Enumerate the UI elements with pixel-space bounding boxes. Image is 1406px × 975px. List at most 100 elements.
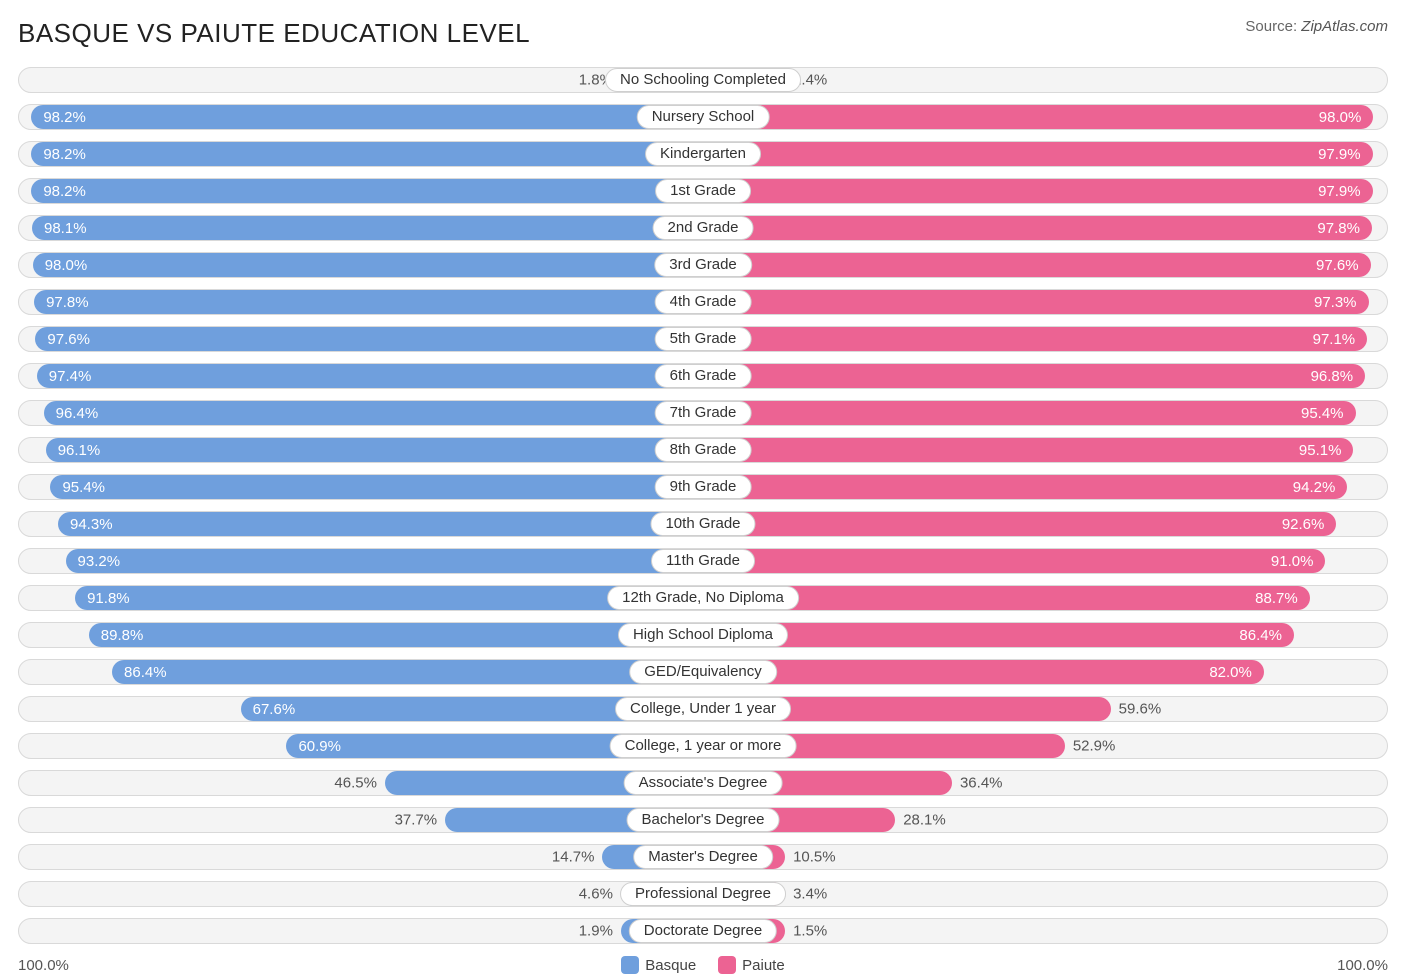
bar-right: 92.6% (703, 512, 1336, 536)
legend: Basque Paiute (621, 956, 784, 974)
source-label: Source: (1245, 18, 1297, 35)
source-credit: Source: ZipAtlas.com (1245, 18, 1388, 35)
category-label: 1st Grade (655, 179, 751, 203)
bar-left: 86.4% (112, 660, 703, 684)
bar-right: 86.4% (703, 623, 1294, 647)
chart-row: 86.4% 82.0% GED/Equivalency (18, 659, 1388, 685)
row-left-half: 94.3% (19, 512, 703, 536)
row-right-half: 10.5% (703, 845, 1387, 869)
category-label: Kindergarten (645, 142, 761, 166)
bar-left-value: 46.5% (334, 775, 377, 792)
chart-container: BASQUE VS PAIUTE EDUCATION LEVEL Source:… (0, 0, 1406, 975)
bar-left-value: 14.7% (552, 849, 595, 866)
category-label: College, Under 1 year (615, 697, 791, 721)
chart-row: 95.4% 94.2% 9th Grade (18, 474, 1388, 500)
axis-right-max: 100.0% (1337, 957, 1388, 974)
chart-row: 97.8%97.3%4th Grade (18, 289, 1388, 315)
legend-swatch-right (718, 956, 736, 974)
header: BASQUE VS PAIUTE EDUCATION LEVEL Source:… (18, 18, 1388, 49)
bar-left-value: 94.3% (58, 516, 125, 533)
bar-right: 97.9% (703, 142, 1373, 166)
bar-left: 98.2% (31, 105, 703, 129)
category-label: GED/Equivalency (629, 660, 777, 684)
bar-left-value: 1.9% (579, 923, 613, 940)
chart-row: 98.2% 98.0% Nursery School (18, 104, 1388, 130)
category-label: 11th Grade (651, 549, 755, 573)
category-label: Professional Degree (620, 882, 786, 906)
category-label: 8th Grade (655, 438, 752, 462)
bar-right-value: 95.1% (1287, 442, 1354, 459)
bar-right-value: 3.4% (793, 886, 827, 903)
category-label: 2nd Grade (653, 216, 754, 240)
chart-row: 37.7%28.1%Bachelor's Degree (18, 807, 1388, 833)
bar-left: 94.3% (58, 512, 703, 536)
bar-right: 82.0% (703, 660, 1264, 684)
bar-right: 97.8% (703, 216, 1372, 240)
bar-right: 97.3% (703, 290, 1369, 314)
bar-left: 97.8% (34, 290, 703, 314)
bar-left-value: 98.2% (31, 183, 98, 200)
bar-right-value: 10.5% (793, 849, 836, 866)
row-left-half: 97.4% (19, 364, 703, 388)
row-right-half: 97.3% (703, 290, 1387, 314)
bar-left: 98.0% (33, 253, 703, 277)
bar-left: 97.6% (35, 327, 703, 351)
row-right-half: 59.6% (703, 697, 1387, 721)
row-left-half: 1.9% (19, 919, 703, 943)
category-label: 9th Grade (655, 475, 752, 499)
bar-right-value: 94.2% (1281, 479, 1348, 496)
bar-right-value: 97.8% (1305, 220, 1372, 237)
bar-right-value: 1.5% (793, 923, 827, 940)
chart-rows: 1.8%2.4%No Schooling Completed98.2%98.0%… (18, 67, 1388, 944)
row-right-half: 97.9% (703, 179, 1387, 203)
category-label: Bachelor's Degree (627, 808, 780, 832)
row-left-half: 98.1% (19, 216, 703, 240)
row-right-half: 88.7% (703, 586, 1387, 610)
bar-left-value: 91.8% (75, 590, 142, 607)
category-label: 7th Grade (655, 401, 752, 425)
chart-row: 93.2%91.0%11th Grade (18, 548, 1388, 574)
axis-left-max: 100.0% (18, 957, 69, 974)
row-left-half: 98.2% (19, 105, 703, 129)
row-right-half: 52.9% (703, 734, 1387, 758)
bar-left-value: 97.4% (37, 368, 104, 385)
bar-right-value: 98.0% (1307, 109, 1374, 126)
bar-left: 96.4% (44, 401, 703, 425)
chart-row: 97.4%96.8%6th Grade (18, 363, 1388, 389)
bar-right-value: 59.6% (1119, 701, 1162, 718)
row-right-half: 97.1% (703, 327, 1387, 351)
bar-right-value: 82.0% (1197, 664, 1264, 681)
bar-left-value: 89.8% (89, 627, 156, 644)
bar-right: 95.4% (703, 401, 1356, 425)
row-right-half: 98.0% (703, 105, 1387, 129)
chart-row: 89.8%86.4%High School Diploma (18, 622, 1388, 648)
bar-left-value: 97.6% (35, 331, 102, 348)
bar-left: 93.2% (66, 549, 703, 573)
legend-label-left: Basque (645, 957, 696, 974)
bar-left: 97.4% (37, 364, 703, 388)
category-label: Associate's Degree (624, 771, 783, 795)
category-label: 4th Grade (655, 290, 752, 314)
row-right-half: 95.1% (703, 438, 1387, 462)
bar-right-value: 97.6% (1304, 257, 1371, 274)
category-label: 10th Grade (650, 512, 755, 536)
row-right-half: 2.4% (703, 68, 1387, 92)
bar-left: 89.8% (89, 623, 703, 647)
category-label: 5th Grade (655, 327, 752, 351)
category-label: Nursery School (637, 105, 770, 129)
bar-right-value: 88.7% (1243, 590, 1310, 607)
bar-right-value: 86.4% (1227, 627, 1294, 644)
row-right-half: 97.6% (703, 253, 1387, 277)
chart-row: 60.9%52.9%College, 1 year or more (18, 733, 1388, 759)
bar-left-value: 96.4% (44, 405, 111, 422)
category-label: 3rd Grade (654, 253, 752, 277)
row-left-half: 91.8% (19, 586, 703, 610)
row-right-half: 97.8% (703, 216, 1387, 240)
bar-left: 95.4% (50, 475, 703, 499)
category-label: College, 1 year or more (610, 734, 797, 758)
bar-right: 91.0% (703, 549, 1325, 573)
bar-left-value: 98.2% (31, 146, 98, 163)
chart-row: 98.0% 97.6% 3rd Grade (18, 252, 1388, 278)
chart-row: 94.3% 92.6%10th Grade (18, 511, 1388, 537)
row-right-half: 96.8% (703, 364, 1387, 388)
